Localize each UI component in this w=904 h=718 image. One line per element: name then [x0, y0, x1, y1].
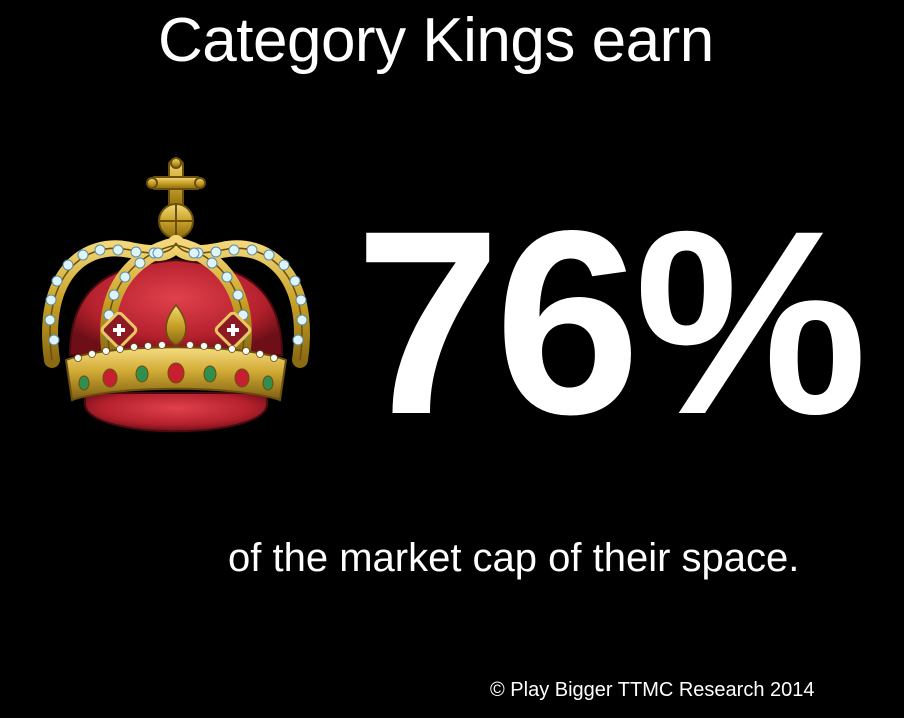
subline: of the market cap of their space. [228, 536, 800, 580]
crown-icon [42, 157, 310, 433]
copyright-notice: © Play Bigger TTMC Research 2014 [490, 679, 815, 701]
market-cap-percentage: 76% [355, 176, 867, 469]
headline: Category Kings earn [158, 6, 714, 75]
